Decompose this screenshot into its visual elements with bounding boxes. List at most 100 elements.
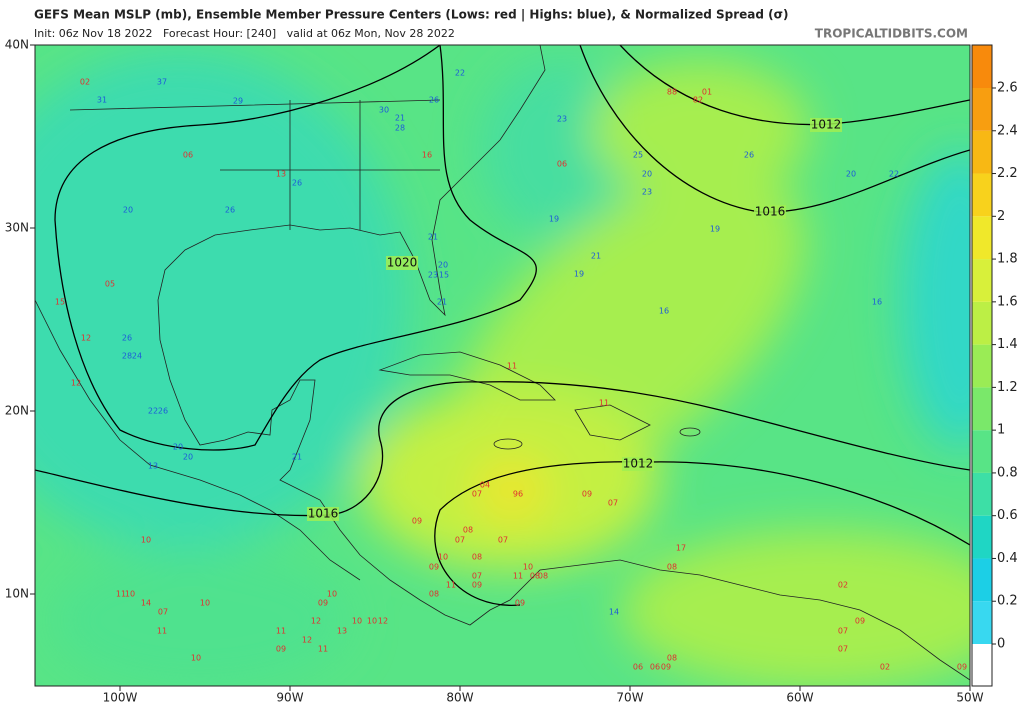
colorbar-tick-label: 1.2 — [997, 380, 1018, 395]
high-center: 26 — [158, 407, 168, 416]
low-center: 01 — [702, 88, 712, 97]
high-center: 24 — [132, 352, 142, 361]
low-center: 08 — [472, 553, 482, 562]
high-center: 21 — [395, 114, 405, 123]
low-center: 17 — [676, 544, 686, 553]
low-center: 11 — [599, 399, 609, 408]
colorbar-band — [972, 601, 992, 644]
colorbar-tick-label: 0.2 — [997, 594, 1018, 609]
low-center: 13 — [276, 170, 286, 179]
colorbar-band — [972, 130, 992, 174]
low-center: 09 — [515, 599, 525, 608]
colorbar-tick-label: 0.4 — [997, 551, 1018, 566]
high-center: 26 — [225, 206, 235, 215]
high-center: 19 — [549, 215, 559, 224]
colorbar-band — [972, 472, 992, 516]
low-center: 16 — [422, 151, 432, 160]
high-center: 26 — [744, 151, 754, 160]
colorbar-tick-label: 2.2 — [997, 166, 1018, 181]
high-center: 22 — [148, 407, 158, 416]
colorbar-band — [972, 173, 992, 217]
low-center: 09 — [429, 563, 439, 572]
low-center: 02 — [838, 581, 848, 590]
low-center: 08 — [463, 526, 473, 535]
colorbar-band — [972, 45, 992, 88]
low-center: 12 — [302, 636, 312, 645]
lon-tick-label: 60W — [786, 691, 813, 705]
low-center: 11 — [513, 572, 523, 581]
low-center: 07 — [455, 536, 465, 545]
lat-tick-label: 30N — [5, 221, 29, 235]
high-center: 13 — [148, 462, 158, 471]
colorbar-band — [972, 344, 992, 388]
high-center: 28 — [395, 124, 405, 133]
high-center: 20 — [183, 453, 193, 462]
high-center: 21 — [428, 233, 438, 242]
low-center: 96 — [513, 490, 523, 499]
low-center: 06 — [650, 663, 660, 672]
colorbar-under — [972, 644, 992, 686]
high-center: 21 — [437, 298, 447, 307]
lon-tick-label: 70W — [616, 691, 643, 705]
low-center: 10 — [352, 617, 362, 626]
low-center: 08 — [429, 590, 439, 599]
high-center: 23 — [428, 271, 438, 280]
low-center: 10 — [367, 617, 377, 626]
colorbar-band — [972, 430, 992, 473]
lon-tick-label: 80W — [446, 691, 473, 705]
colorbar-tick-label: 2 — [997, 209, 1005, 224]
map-frame — [34, 44, 971, 687]
low-center: 11 — [157, 627, 167, 636]
low-center: 07 — [472, 572, 482, 581]
low-center: 07 — [838, 627, 848, 636]
colorbar-band — [972, 515, 992, 559]
colorbar-band — [972, 88, 992, 131]
high-center: 25 — [633, 151, 643, 160]
high-center: 21 — [292, 453, 302, 462]
low-center: 88 — [667, 88, 677, 97]
high-center: 20 — [642, 170, 652, 179]
isobar-label-bg — [810, 118, 842, 132]
low-center: 09 — [412, 517, 422, 526]
low-center: 08 — [530, 572, 540, 581]
high-center: 23 — [557, 115, 567, 124]
high-center: 26 — [292, 179, 302, 188]
high-center: 20 — [438, 261, 448, 270]
low-center: 02 — [80, 78, 90, 87]
low-center: 07 — [608, 499, 618, 508]
low-center: 12 — [378, 617, 388, 626]
low-center: 07 — [472, 490, 482, 499]
high-center: 31 — [97, 96, 107, 105]
high-center: 30 — [379, 106, 389, 115]
low-center: 06 — [183, 151, 193, 160]
low-center: 09 — [582, 490, 592, 499]
low-center: 10 — [438, 553, 448, 562]
low-center: 10 — [200, 599, 210, 608]
spread-field — [35, 50, 970, 686]
low-center: 13 — [337, 627, 347, 636]
low-center: 82 — [693, 96, 703, 105]
isobar-label: 1016 — [308, 507, 339, 521]
low-center: 06 — [557, 160, 567, 169]
low-center: 02 — [880, 663, 890, 672]
low-center: 10 — [327, 590, 337, 599]
high-center: 28 — [122, 352, 132, 361]
colorbar-band — [972, 558, 992, 602]
colorbar-tick-label: 0 — [997, 637, 1005, 652]
colorbar-band — [972, 387, 992, 431]
lon-tick-label: 50W — [956, 691, 983, 705]
low-center: 15 — [55, 298, 65, 307]
low-center: 12 — [311, 617, 321, 626]
low-center: 10 — [191, 654, 201, 663]
low-center: 07 — [838, 645, 848, 654]
low-center: 09 — [318, 599, 328, 608]
isobar-label-bg — [307, 507, 339, 521]
low-center: 10 — [125, 590, 135, 599]
low-center: 09 — [661, 663, 671, 672]
colorbar-tick-label: 1.4 — [997, 337, 1018, 352]
low-center: 07 — [158, 608, 168, 617]
low-center: 11 — [276, 627, 286, 636]
low-center: 11 — [116, 590, 126, 599]
colorbar-tick-label: 2.4 — [997, 123, 1018, 138]
